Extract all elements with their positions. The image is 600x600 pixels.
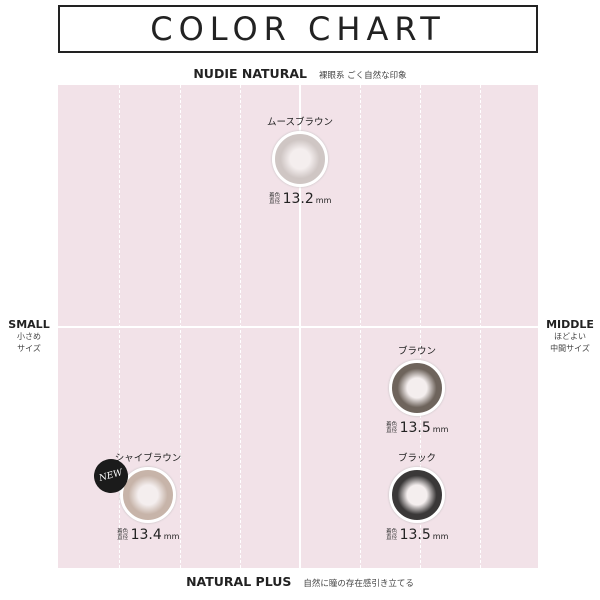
diameter-label: 着色直径 [269,193,281,205]
lens-diameter: 着色直径 13.5 mm [362,420,472,436]
lens-name: ブラウン [397,346,436,357]
axis-right-jp2: 中間サイズ [550,344,590,353]
diameter-unit: mm [432,425,449,434]
lens-mousse-brown: ムースブラウン 着色直径 13.2 mm [245,114,355,207]
lens-name: ブラック [397,453,436,464]
lens-image [272,131,328,187]
lens-diameter: 着色直径 13.5 mm [362,527,472,543]
axis-bottom-en: NATURAL PLUS [186,574,292,589]
diameter-value: 13.4 [130,527,162,543]
axis-top-label: NUDIE NATURAL 裸眼系 ごく自然な印象 [0,66,600,81]
axis-left-en: SMALL [8,318,50,331]
lens-image [120,467,176,523]
axis-bottom-jp: 自然に瞳の存在感引き立てる [303,579,414,589]
axis-top-jp: 裸眼系 ごく自然な印象 [318,71,407,81]
lens-brown: ブラウン 着色直径 13.5 mm [362,343,472,436]
lens-black: ブラック 着色直径 13.5 mm [362,450,472,543]
axis-right-jp1: ほどよい [554,332,586,341]
lens-diameter: 着色直径 13.4 mm [93,527,203,543]
axis-right-label: MIDDLE ほどよい 中間サイズ [540,318,600,355]
horizontal-axis-line [58,326,538,328]
lens-shy-brown: シャイブラウン 着色直径 13.4 mm [93,450,203,543]
lens-name: ムースブラウン [266,117,334,128]
chart-title: COLOR CHART [58,5,538,53]
axis-left-jp1: 小さめ [17,332,41,341]
diameter-label: 着色直径 [117,529,129,541]
diameter-label: 着色直径 [386,422,398,434]
axis-right-en: MIDDLE [546,318,594,331]
diameter-unit: mm [432,532,449,541]
diameter-value: 13.5 [399,420,431,436]
axis-left-label: SMALL 小さめ サイズ [0,318,58,355]
diameter-label: 着色直径 [386,529,398,541]
lens-image [389,467,445,523]
diameter-value: 13.5 [399,527,431,543]
lens-diameter: 着色直径 13.2 mm [245,191,355,207]
axis-top-en: NUDIE NATURAL [193,66,307,81]
lens-name: シャイブラウン [114,453,182,464]
lens-image [389,360,445,416]
diameter-value: 13.2 [282,191,314,207]
diameter-unit: mm [315,196,332,205]
axis-bottom-label: NATURAL PLUS 自然に瞳の存在感引き立てる [0,574,600,589]
axis-left-jp2: サイズ [17,344,41,353]
diameter-unit: mm [163,532,180,541]
